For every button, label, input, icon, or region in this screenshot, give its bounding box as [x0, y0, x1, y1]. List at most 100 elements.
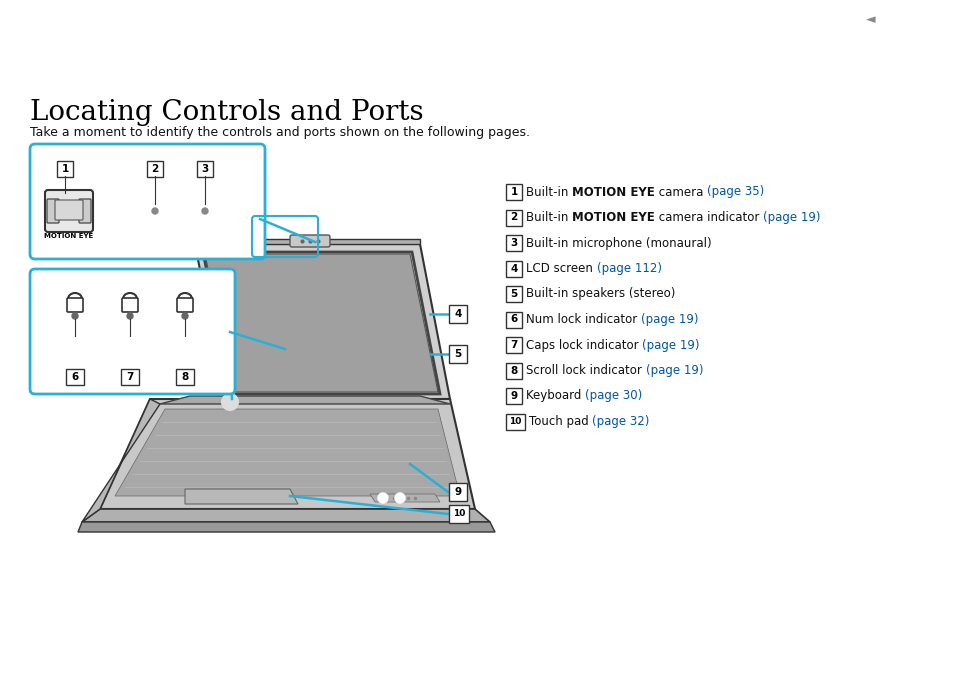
Text: 5: 5	[454, 349, 461, 359]
Circle shape	[395, 493, 405, 503]
FancyBboxPatch shape	[47, 199, 59, 223]
FancyBboxPatch shape	[196, 161, 213, 177]
Polygon shape	[78, 522, 495, 532]
FancyBboxPatch shape	[449, 345, 467, 363]
Text: 9: 9	[510, 391, 517, 401]
Circle shape	[182, 313, 188, 319]
FancyBboxPatch shape	[147, 161, 163, 177]
Text: LCD screen: LCD screen	[525, 262, 596, 275]
Circle shape	[202, 208, 208, 214]
FancyBboxPatch shape	[290, 235, 330, 247]
FancyBboxPatch shape	[505, 363, 521, 379]
Text: camera indicator: camera indicator	[654, 211, 762, 224]
FancyBboxPatch shape	[30, 269, 234, 394]
FancyBboxPatch shape	[505, 210, 521, 226]
FancyBboxPatch shape	[505, 260, 521, 276]
FancyBboxPatch shape	[30, 144, 265, 259]
Text: MOTION EYE: MOTION EYE	[572, 211, 654, 224]
Text: MOTION EYE: MOTION EYE	[45, 233, 93, 239]
Text: (page 30): (page 30)	[584, 390, 641, 402]
Text: (page 19): (page 19)	[645, 364, 702, 377]
Circle shape	[222, 394, 237, 410]
Text: (page 35): (page 35)	[706, 185, 763, 199]
FancyBboxPatch shape	[505, 337, 521, 353]
Polygon shape	[205, 254, 437, 392]
Text: camera: camera	[654, 185, 706, 199]
Text: Getting Started: Getting Started	[832, 38, 936, 51]
Polygon shape	[115, 409, 459, 496]
FancyBboxPatch shape	[175, 369, 193, 385]
FancyBboxPatch shape	[122, 298, 138, 312]
Polygon shape	[82, 399, 160, 522]
Text: MOTION EYE: MOTION EYE	[572, 185, 654, 199]
Polygon shape	[194, 239, 419, 244]
Text: Keyboard: Keyboard	[525, 390, 584, 402]
Text: Built-in microphone (monaural): Built-in microphone (monaural)	[525, 237, 711, 249]
Text: Num lock indicator: Num lock indicator	[525, 313, 640, 326]
Text: 6: 6	[510, 315, 517, 324]
FancyBboxPatch shape	[449, 305, 467, 323]
FancyBboxPatch shape	[57, 161, 73, 177]
Text: 2: 2	[510, 212, 517, 222]
Text: (page 112): (page 112)	[596, 262, 661, 275]
Text: Caps lock indicator: Caps lock indicator	[525, 338, 641, 352]
Text: 2: 2	[152, 164, 158, 174]
Circle shape	[377, 493, 388, 503]
Text: ◄: ◄	[865, 13, 875, 26]
FancyBboxPatch shape	[505, 184, 521, 200]
Text: (page 19): (page 19)	[640, 313, 698, 326]
FancyBboxPatch shape	[45, 190, 92, 232]
Polygon shape	[185, 489, 297, 504]
Text: 7: 7	[510, 340, 517, 350]
FancyBboxPatch shape	[505, 414, 524, 429]
Text: 1: 1	[510, 187, 517, 197]
Polygon shape	[194, 244, 450, 399]
Text: Built-in: Built-in	[525, 185, 572, 199]
Text: 1: 1	[61, 164, 69, 174]
Text: (page 32): (page 32)	[592, 415, 649, 428]
Text: 5: 5	[510, 289, 517, 299]
Polygon shape	[82, 509, 490, 522]
FancyBboxPatch shape	[505, 235, 521, 251]
FancyBboxPatch shape	[449, 505, 469, 523]
Text: 3: 3	[510, 238, 517, 248]
Circle shape	[198, 204, 212, 218]
Text: 4: 4	[454, 309, 461, 319]
Text: √IO: √IO	[15, 16, 78, 49]
FancyBboxPatch shape	[505, 388, 521, 404]
FancyBboxPatch shape	[177, 298, 193, 312]
Polygon shape	[100, 399, 475, 509]
Text: VAIO: VAIO	[10, 18, 92, 47]
Text: Take a moment to identify the controls and ports shown on the following pages.: Take a moment to identify the controls a…	[30, 126, 530, 139]
Text: Built-in: Built-in	[525, 211, 572, 224]
Text: Locating Controls and Ports: Locating Controls and Ports	[30, 99, 423, 126]
Text: (page 19): (page 19)	[641, 338, 700, 352]
FancyBboxPatch shape	[67, 298, 83, 312]
Text: ►: ►	[897, 13, 906, 26]
Polygon shape	[370, 494, 439, 502]
Text: 7: 7	[126, 372, 133, 382]
FancyBboxPatch shape	[79, 199, 91, 223]
Text: 3: 3	[201, 164, 209, 174]
FancyBboxPatch shape	[449, 483, 467, 501]
Circle shape	[127, 313, 132, 319]
FancyBboxPatch shape	[121, 369, 139, 385]
Text: Scroll lock indicator: Scroll lock indicator	[525, 364, 645, 377]
FancyBboxPatch shape	[505, 286, 521, 302]
Text: 6: 6	[71, 372, 78, 382]
Text: Touch pad: Touch pad	[529, 415, 592, 428]
Text: Front: Front	[30, 154, 80, 172]
Text: Built-in speakers (stereo): Built-in speakers (stereo)	[525, 288, 675, 301]
Text: 10: 10	[453, 510, 465, 518]
Text: (page 19): (page 19)	[762, 211, 820, 224]
Text: 4: 4	[510, 264, 517, 274]
Circle shape	[148, 204, 162, 218]
Text: 9: 9	[454, 487, 461, 497]
FancyBboxPatch shape	[55, 200, 83, 220]
FancyBboxPatch shape	[505, 311, 521, 328]
Text: 10: 10	[509, 417, 521, 426]
Text: 8: 8	[510, 365, 517, 375]
Text: 8: 8	[181, 372, 189, 382]
Circle shape	[71, 313, 78, 319]
Text: 13: 13	[879, 13, 905, 26]
